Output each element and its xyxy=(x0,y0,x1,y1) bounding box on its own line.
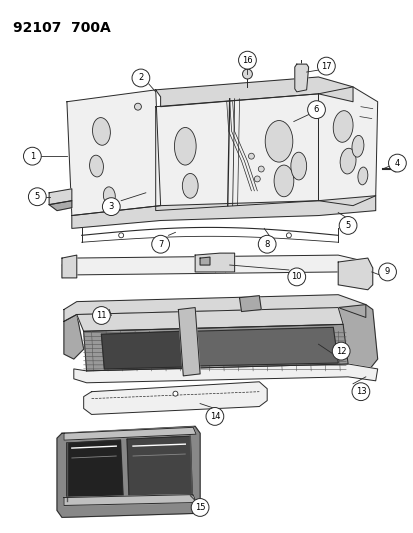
Polygon shape xyxy=(62,255,76,278)
Ellipse shape xyxy=(339,148,355,174)
Polygon shape xyxy=(76,308,342,332)
Ellipse shape xyxy=(265,120,292,162)
Ellipse shape xyxy=(174,127,196,165)
Text: 6: 6 xyxy=(313,105,318,114)
Circle shape xyxy=(191,498,209,516)
Circle shape xyxy=(317,57,335,75)
Ellipse shape xyxy=(119,233,123,238)
Ellipse shape xyxy=(357,167,367,185)
Circle shape xyxy=(378,263,396,281)
Text: 13: 13 xyxy=(355,387,366,396)
Ellipse shape xyxy=(242,69,252,79)
Polygon shape xyxy=(101,332,185,369)
Ellipse shape xyxy=(290,152,306,180)
Text: 14: 14 xyxy=(209,412,220,421)
Ellipse shape xyxy=(254,176,260,182)
Ellipse shape xyxy=(103,187,115,205)
Ellipse shape xyxy=(89,155,103,177)
Polygon shape xyxy=(64,314,83,359)
Polygon shape xyxy=(64,295,365,321)
Polygon shape xyxy=(83,325,347,371)
Text: 5: 5 xyxy=(35,192,40,201)
Ellipse shape xyxy=(273,165,293,197)
Text: 2: 2 xyxy=(138,74,143,83)
Circle shape xyxy=(287,268,305,286)
Text: 11: 11 xyxy=(96,311,107,320)
Polygon shape xyxy=(178,308,199,376)
Polygon shape xyxy=(64,495,196,505)
Polygon shape xyxy=(199,257,209,265)
Text: 16: 16 xyxy=(242,55,252,64)
Polygon shape xyxy=(155,77,352,107)
Circle shape xyxy=(387,154,405,172)
Ellipse shape xyxy=(258,166,263,172)
Circle shape xyxy=(93,306,110,325)
Polygon shape xyxy=(64,427,196,440)
Circle shape xyxy=(24,147,41,165)
Polygon shape xyxy=(318,87,377,206)
Polygon shape xyxy=(49,189,72,205)
Text: 92107  700A: 92107 700A xyxy=(13,21,110,35)
Circle shape xyxy=(332,342,349,360)
Text: 4: 4 xyxy=(394,159,399,167)
Polygon shape xyxy=(294,64,308,92)
Polygon shape xyxy=(67,440,123,500)
Polygon shape xyxy=(72,196,375,229)
Circle shape xyxy=(351,383,369,401)
Polygon shape xyxy=(83,382,266,415)
Ellipse shape xyxy=(173,391,178,396)
Ellipse shape xyxy=(351,135,363,157)
Polygon shape xyxy=(127,436,192,498)
Text: 12: 12 xyxy=(335,346,346,356)
Text: 8: 8 xyxy=(264,240,269,249)
Circle shape xyxy=(338,216,356,235)
Polygon shape xyxy=(49,201,72,211)
Circle shape xyxy=(102,198,120,215)
Polygon shape xyxy=(337,258,372,290)
Polygon shape xyxy=(57,426,199,518)
Text: 7: 7 xyxy=(158,240,163,249)
Ellipse shape xyxy=(182,173,198,198)
Polygon shape xyxy=(155,94,318,211)
Polygon shape xyxy=(74,364,377,383)
Circle shape xyxy=(258,236,275,253)
Text: 9: 9 xyxy=(384,268,389,277)
Circle shape xyxy=(132,69,150,87)
Text: 15: 15 xyxy=(195,503,205,512)
Text: 10: 10 xyxy=(291,272,301,281)
Ellipse shape xyxy=(92,118,110,146)
Text: 3: 3 xyxy=(108,202,114,211)
Ellipse shape xyxy=(332,111,352,142)
Polygon shape xyxy=(192,327,337,366)
Ellipse shape xyxy=(286,233,291,238)
Circle shape xyxy=(206,408,223,425)
Text: 17: 17 xyxy=(320,62,331,70)
Polygon shape xyxy=(67,90,160,215)
Circle shape xyxy=(152,236,169,253)
Circle shape xyxy=(307,101,325,118)
Circle shape xyxy=(28,188,46,206)
Ellipse shape xyxy=(248,153,254,159)
Polygon shape xyxy=(195,253,234,272)
Text: 5: 5 xyxy=(344,221,350,230)
Polygon shape xyxy=(337,304,377,374)
Text: 1: 1 xyxy=(30,152,35,160)
Circle shape xyxy=(238,51,256,69)
Ellipse shape xyxy=(134,103,141,110)
Polygon shape xyxy=(239,296,261,311)
Polygon shape xyxy=(62,255,372,278)
